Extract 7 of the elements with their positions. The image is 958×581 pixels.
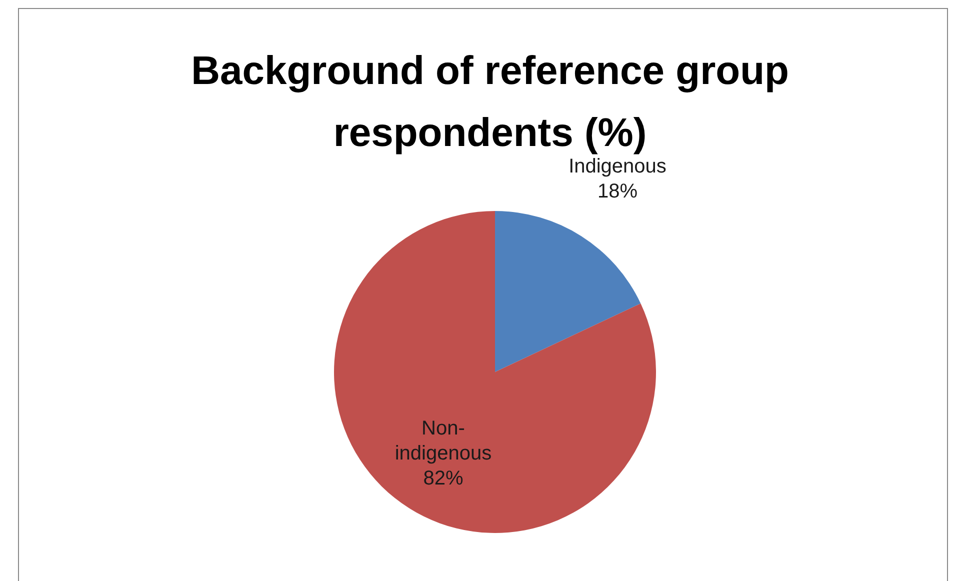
pie-slice: [334, 211, 656, 533]
slice-label: Non-indigenous: [394, 418, 492, 465]
pie-slice: [495, 211, 641, 372]
slice-label: Indigenous: [568, 155, 666, 178]
data-label: 82%: [423, 468, 464, 490]
data-label: 18%: [597, 180, 638, 202]
chart-title: Background of reference group respondents (%): [191, 49, 789, 155]
